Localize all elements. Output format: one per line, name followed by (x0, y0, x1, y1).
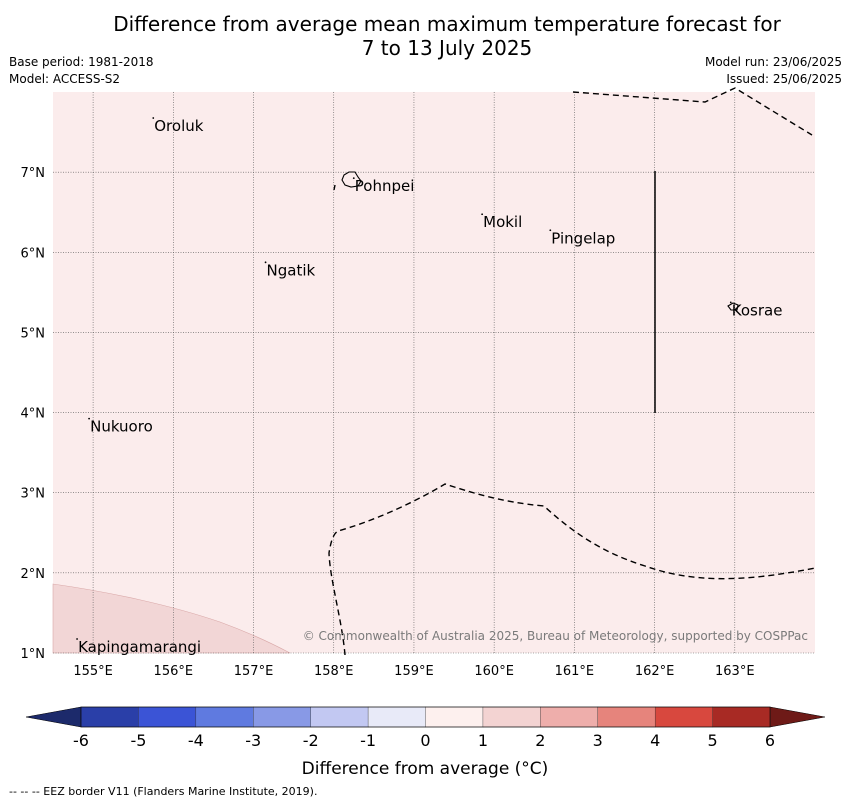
colorbar-segment (425, 706, 484, 728)
place-label: Pohnpei (355, 177, 415, 195)
lon-tick-label: 161°E (555, 664, 595, 679)
colorbar-segment (195, 706, 254, 728)
lon-tick-label: 159°E (394, 664, 434, 679)
colorbar-segment (253, 706, 312, 728)
colorbar-segment (482, 706, 541, 728)
lon-tick-label: 162°E (635, 664, 675, 679)
colorbar-segment (80, 706, 139, 728)
colorbar-segment (712, 706, 771, 728)
place-marker (88, 417, 90, 420)
colorbar-tick-label: -4 (188, 731, 204, 750)
colorbar-tick-label: 3 (593, 731, 603, 750)
colorbar-segment (654, 706, 714, 728)
colorbar-segment (310, 706, 369, 728)
lat-tick-label: 2°N (21, 567, 46, 582)
lon-tick-label: 160°E (474, 664, 514, 679)
eez-border-south (328, 483, 816, 656)
colorbar-frame (80, 706, 771, 728)
lon-tick-label: 163°E (715, 664, 755, 679)
colorbar-high-extend (769, 706, 826, 728)
meta-right: Model run: 23/06/2025 Issued: 25/06/2025 (705, 54, 842, 88)
eez-footer-note: -- -- -- EEZ border V11 (Flanders Marine… (9, 785, 318, 798)
eez-border-stub (333, 184, 336, 191)
colorbar-tick-label: 0 (420, 731, 430, 750)
map-gridlines (53, 92, 815, 654)
title-line-2: 7 to 13 July 2025 (361, 36, 533, 60)
colorbar-segment (138, 706, 197, 728)
lat-tick-label: 5°N (21, 326, 46, 341)
place-marker (481, 213, 484, 216)
place-label: Oroluk (154, 117, 203, 135)
map-anomaly-region-sw (52, 583, 291, 654)
base-period: Base period: 1981-2018 (9, 55, 154, 69)
place-label: Kapingamarangi (78, 638, 201, 656)
place-marker (264, 261, 267, 264)
lat-tick-label: 6°N (21, 246, 46, 261)
lat-tick-label: 1°N (21, 647, 46, 662)
kosrae-island-outline (727, 302, 739, 311)
place-labels: Oroluk Pohnpei Mokil Pingelap Ngatik Kosrae Nu… (76, 117, 782, 656)
place-marker (549, 229, 552, 232)
axis-ticks: 155°E 156°E 157°E 158°E 159°E 160°E 161°E 162°E… (21, 166, 755, 679)
place-marker (152, 117, 155, 119)
colorbar-segment (540, 706, 599, 728)
map-title: Difference from average mean maximum tem… (0, 12, 850, 60)
model-name: Model: ACCESS-S2 (9, 72, 121, 86)
lon-tick-label: 156°E (154, 664, 194, 679)
place-label: Pingelap (551, 229, 615, 247)
pohnpei-island-outline (341, 171, 362, 188)
place-marker (352, 177, 355, 180)
map-anomaly-background (53, 92, 815, 653)
place-marker (76, 638, 78, 640)
colorbar-tick-label: 2 (535, 731, 545, 750)
place-label: Nukuoro (90, 418, 153, 436)
lat-tick-label: 7°N (21, 166, 46, 181)
colorbar: -6 -5 -4 -3 -2 -1 0 1 2 3 4 5 6 (25, 706, 826, 750)
lat-tick-label: 4°N (21, 407, 46, 422)
model-run: Model run: 23/06/2025 (704, 55, 842, 69)
colorbar-tick-label: -1 (360, 731, 376, 750)
lat-tick-label: 3°N (21, 487, 46, 502)
place-marker (729, 301, 732, 304)
colorbar-tick-label: 6 (765, 731, 775, 750)
place-label: Kosrae (732, 301, 783, 319)
meta-left: Base period: 1981-2018 Model: ACCESS-S2 (9, 54, 154, 88)
issued-date: Issued: 25/06/2025 (726, 72, 842, 86)
colorbar-low-extend (25, 706, 82, 728)
lon-tick-label: 158°E (314, 664, 354, 679)
colorbar-segment (367, 706, 427, 728)
place-label: Mokil (483, 213, 522, 231)
colorbar-tick-label: -2 (303, 731, 319, 750)
colorbar-tick-label: 1 (478, 731, 488, 750)
lon-tick-label: 157°E (234, 664, 274, 679)
colorbar-segment (597, 706, 656, 728)
colorbar-tick-label: 4 (650, 731, 660, 750)
colorbar-tick-label: -6 (73, 731, 89, 750)
eez-border-north (572, 87, 813, 136)
colorbar-tick-label: -5 (130, 731, 146, 750)
colorbar-tick-label: -3 (245, 731, 261, 750)
colorbar-tick-label: 5 (707, 731, 717, 750)
colorbar-label: Difference from average (°C) (302, 759, 549, 779)
copyright-notice: © Commonwealth of Australia 2025, Bureau… (303, 629, 808, 643)
title-line-1: Difference from average mean maximum tem… (113, 12, 781, 36)
eez-borders (328, 87, 816, 656)
lon-tick-label: 155°E (73, 664, 113, 679)
place-label: Ngatik (267, 261, 316, 279)
